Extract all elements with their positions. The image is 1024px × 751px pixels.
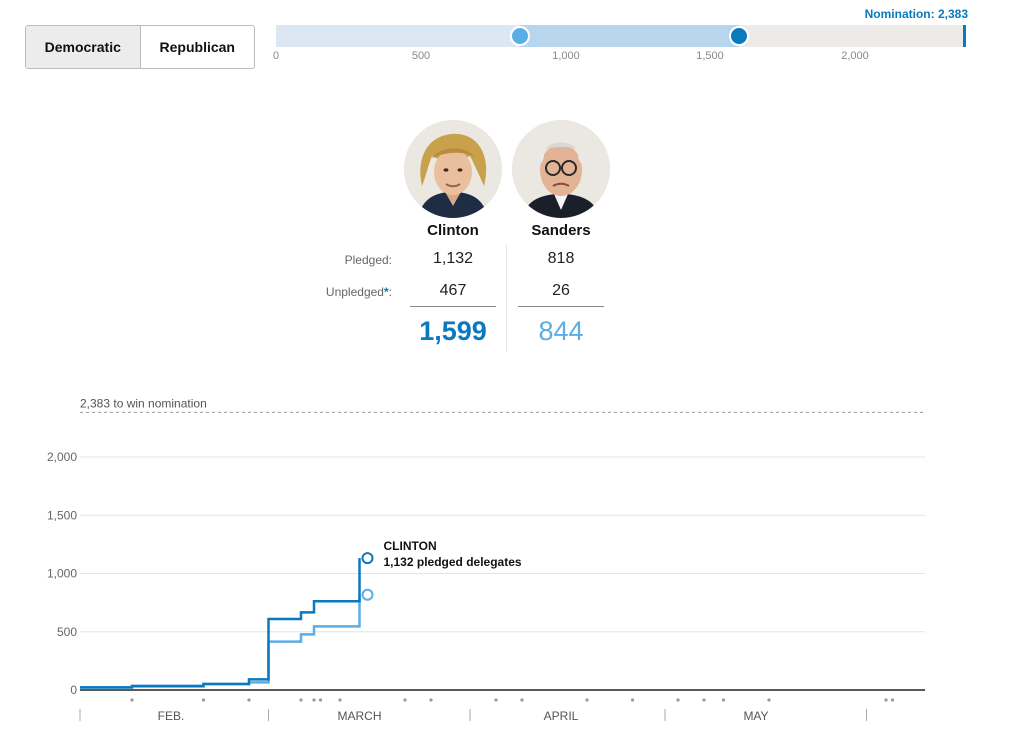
clinton-total-delegates: 1,599 — [419, 316, 487, 346]
contest-date-dot — [299, 698, 303, 702]
unpledged-label-text: Unpledged — [325, 285, 384, 299]
sanders-portrait — [512, 120, 610, 218]
y-tick-label: 2,000 — [47, 450, 77, 464]
sanders-total-delegates: 844 — [538, 316, 584, 346]
annotation-title: CLINTON — [384, 539, 437, 553]
contest-date-dot — [520, 698, 524, 702]
contest-date-dot — [429, 698, 433, 702]
unpledged-label: Unpledged*: — [325, 285, 392, 299]
contest-date-dot — [721, 698, 726, 702]
series-end-marker-sanders — [361, 588, 374, 601]
annotation-text: 1,132 pledged delegates — [384, 555, 522, 569]
scale-tick-label: 0 — [272, 50, 280, 62]
candidate-name-sanders: Sanders — [531, 222, 591, 239]
delegate-count-chart: 2,383 to win nomination 0 500 1,000 1,500 2,0… — [47, 396, 925, 723]
party-toggle: Democratic Republican — [25, 25, 255, 69]
y-tick-label: 0 — [70, 683, 77, 697]
nomination-threshold-marker — [963, 25, 966, 47]
pledged-label: Pledged: — [344, 253, 392, 267]
contest-date-dot — [702, 698, 706, 702]
scale-tick-label: 2,000 — [841, 50, 869, 62]
nomination-label: Nomination: 2,383 — [864, 7, 968, 21]
month-label: MAY — [743, 709, 768, 723]
series-line-clinton — [80, 558, 361, 689]
month-label: APRIL — [544, 709, 579, 723]
scale-tick-label: 500 — [411, 50, 431, 62]
contest-date-dot — [890, 698, 895, 702]
contest-date-dot — [767, 698, 771, 702]
y-tick-label: 1,500 — [47, 508, 77, 522]
threshold-label: 2,383 to win nomination — [80, 396, 207, 410]
clinton-progress-marker[interactable] — [728, 26, 749, 46]
series-line-sanders — [80, 594, 361, 689]
contest-date-dot — [630, 698, 635, 702]
scale-tick-label: 1,500 — [696, 50, 724, 62]
clinton-sum-line — [410, 306, 496, 307]
y-tick-label: 1,000 — [47, 567, 77, 581]
clinton-portrait — [404, 120, 502, 218]
contest-date-dot — [585, 698, 589, 702]
clinton-progress-fill — [520, 25, 739, 47]
series-end-marker-clinton — [361, 552, 374, 565]
sanders-sum-line — [518, 306, 604, 307]
sanders-pledged-value: 818 — [547, 250, 575, 267]
candidate-column-divider — [506, 244, 507, 352]
sanders-progress-fill — [276, 25, 521, 47]
sanders-progress-marker[interactable] — [510, 26, 531, 46]
candidate-name-clinton: Clinton — [427, 222, 479, 239]
contest-date-dot — [494, 698, 498, 702]
contest-date-dot — [884, 698, 888, 702]
y-tick-label: 500 — [57, 625, 77, 639]
month-label: FEB. — [158, 709, 185, 723]
delegate-progress-scale — [276, 25, 966, 47]
contest-date-dot — [201, 698, 206, 702]
sanders-unpledged-value: 26 — [552, 282, 570, 299]
contest-date-dot — [318, 698, 323, 702]
contest-date-dot — [403, 698, 407, 702]
month-label: MARCH — [338, 709, 382, 723]
scale-tick-label: 1,000 — [552, 50, 580, 62]
democratic-button[interactable]: Democratic — [26, 26, 140, 68]
unpledged-footnote-star: * — [383, 285, 389, 299]
contest-date-dot — [338, 698, 342, 702]
contest-date-dot — [247, 698, 251, 702]
contest-date-dot — [676, 698, 680, 702]
republican-button[interactable]: Republican — [139, 26, 255, 68]
contest-date-dot — [130, 698, 134, 702]
clinton-unpledged-value: 467 — [439, 282, 467, 299]
contest-date-dot — [312, 698, 316, 702]
clinton-pledged-value: 1,132 — [432, 250, 474, 267]
